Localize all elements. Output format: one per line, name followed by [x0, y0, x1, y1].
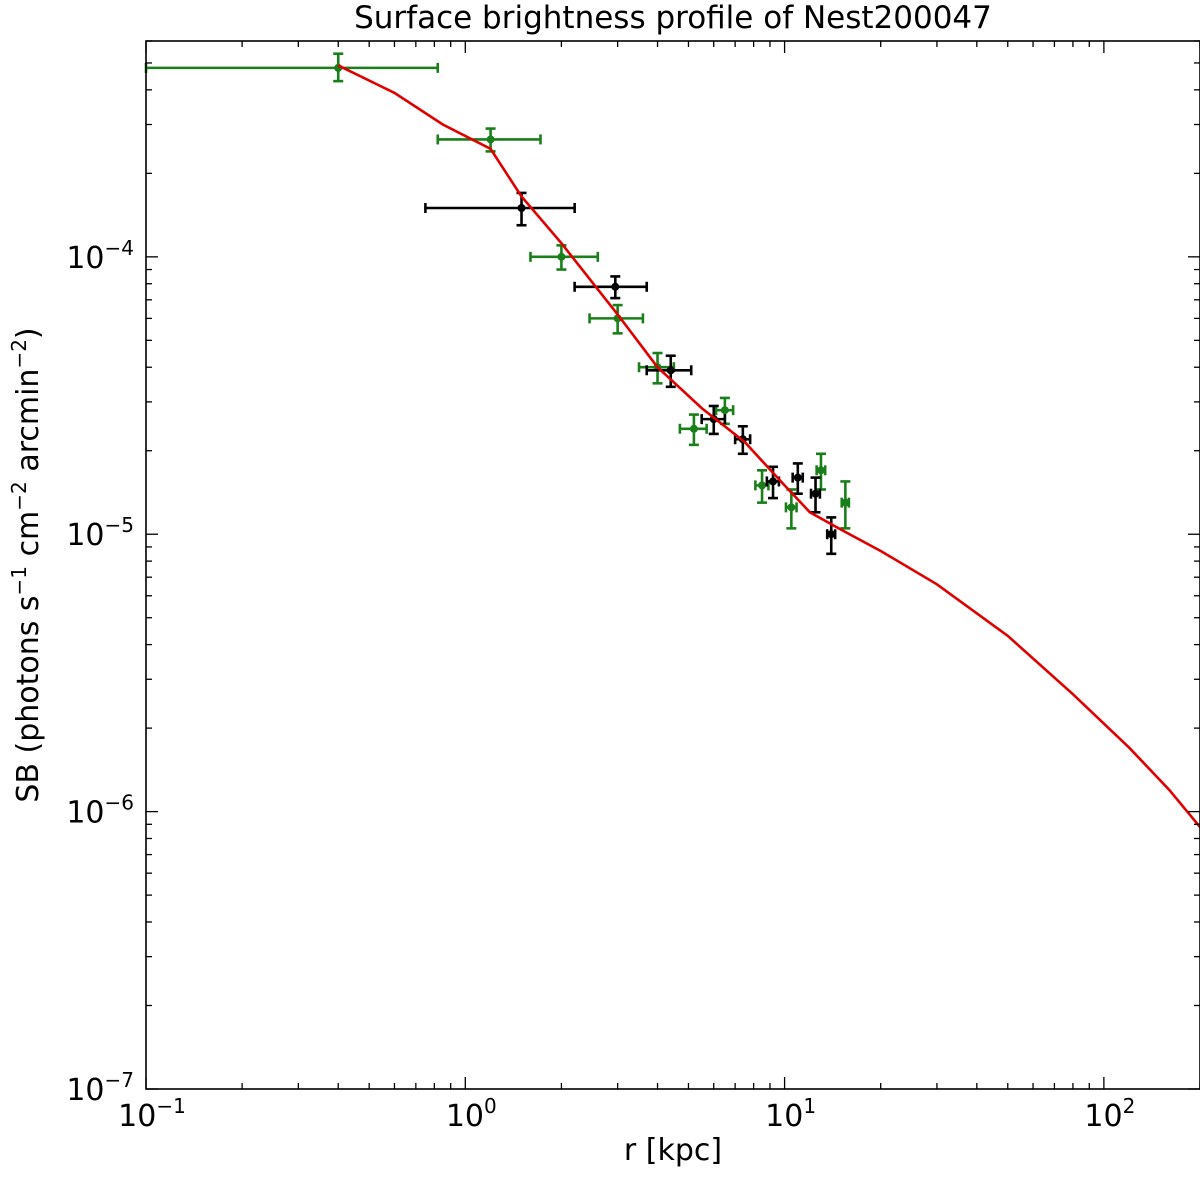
model-fit-line [337, 64, 1200, 828]
data-point [765, 465, 781, 500]
data-point [840, 480, 851, 530]
x-tick-label: 10−1 [118, 1094, 186, 1134]
data-marker [841, 498, 850, 507]
x-tick-label: 102 [1084, 1094, 1135, 1134]
data-marker [666, 366, 675, 375]
y-tick-label: 10−4 [66, 236, 134, 276]
plot-area [144, 40, 1200, 1090]
series-0 [144, 52, 851, 530]
data-point [588, 303, 645, 335]
tick-layer [145, 40, 1200, 1090]
x-tick-label: 101 [765, 1094, 816, 1134]
plot-frame [145, 40, 1200, 1090]
series-layer [144, 52, 851, 556]
data-marker [827, 530, 836, 539]
data-marker [769, 477, 778, 486]
data-point [700, 404, 727, 436]
data-point [645, 354, 693, 389]
y-axis-label: SB (photons s−1 cm−2 arcmin−2) [7, 327, 46, 802]
chart-title: Surface brightness profile of Nest200047 [354, 0, 992, 36]
data-marker [517, 204, 526, 213]
data-marker [811, 489, 820, 498]
data-point [754, 469, 770, 504]
series-1 [424, 191, 837, 556]
data-point [436, 127, 542, 153]
x-tick-label: 100 [446, 1094, 497, 1134]
data-point [678, 413, 708, 447]
data-marker [557, 252, 566, 261]
data-marker [758, 481, 767, 490]
y-tick-label: 10−6 [66, 791, 134, 831]
data-marker [816, 466, 825, 475]
data-marker [787, 503, 796, 512]
y-tick-label: 10−7 [66, 1068, 134, 1108]
y-tick-labels: 10−7 10−6 10−5 10−4 [66, 236, 134, 1108]
data-point [424, 191, 576, 227]
data-point [815, 452, 827, 491]
data-marker [611, 282, 620, 291]
data-point [529, 244, 600, 271]
data-point [791, 462, 805, 495]
x-tick-labels: 10−1 100 101 102 [118, 1094, 1135, 1134]
data-point [573, 275, 649, 300]
x-axis-label: r [kpc] [624, 1133, 722, 1168]
data-point [144, 52, 440, 83]
data-point [809, 476, 822, 514]
data-marker [486, 135, 495, 144]
data-marker [793, 473, 802, 482]
data-marker [720, 406, 729, 415]
data-marker [689, 424, 698, 433]
y-tick-label: 10−5 [66, 513, 134, 553]
